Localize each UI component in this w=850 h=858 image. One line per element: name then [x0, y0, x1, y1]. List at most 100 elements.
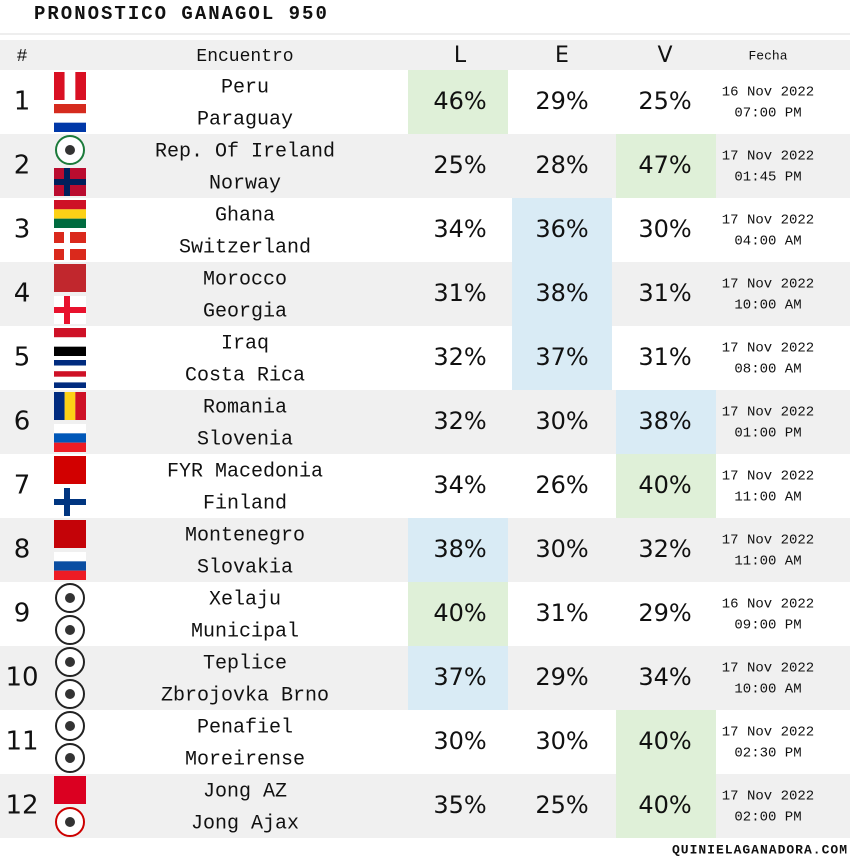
team-badge-center — [65, 625, 75, 635]
column-header: L — [454, 43, 467, 68]
row-number: 9 — [14, 599, 31, 629]
row-number: 5 — [14, 343, 31, 373]
probability: 46% — [433, 87, 486, 115]
team-badge-center — [65, 721, 75, 731]
flag-stripe — [54, 113, 86, 123]
match-date: 16 Nov 2022 — [722, 597, 814, 613]
probability: 37% — [535, 343, 588, 371]
probability: 34% — [433, 215, 486, 243]
probability: 40% — [638, 727, 691, 755]
probability: 38% — [638, 407, 691, 435]
row-bg — [0, 262, 850, 326]
away-team: Finland — [203, 492, 287, 515]
flag-stripe — [54, 552, 86, 562]
flag-stripe — [54, 200, 86, 210]
match-date: 17 Nov 2022 — [722, 277, 814, 293]
match-time: 10:00 AM — [734, 298, 801, 314]
probability: 37% — [433, 663, 486, 691]
match-date: 17 Nov 2022 — [722, 213, 814, 229]
probability: 38% — [535, 279, 588, 307]
highlight-cell — [616, 390, 716, 454]
match-date: 16 Nov 2022 — [722, 85, 814, 101]
probability: 30% — [535, 407, 588, 435]
flag-cross — [64, 296, 70, 324]
footer-bg — [636, 842, 850, 858]
probability: 35% — [433, 791, 486, 819]
probability: 38% — [433, 535, 486, 563]
flag-stripe — [64, 392, 76, 420]
highlight-cell — [616, 454, 716, 518]
match-date: 17 Nov 2022 — [722, 405, 814, 421]
home-team: Jong AZ — [203, 780, 287, 803]
match-time: 09:00 PM — [734, 618, 801, 634]
row-bg — [0, 774, 850, 838]
match-date: 17 Nov 2022 — [722, 533, 814, 549]
probability: 31% — [638, 343, 691, 371]
flag-stripe — [54, 264, 86, 292]
column-header: Fecha — [748, 48, 787, 63]
probability: 32% — [433, 407, 486, 435]
away-team: Jong Ajax — [191, 812, 299, 835]
match-time: 10:00 AM — [734, 682, 801, 698]
team-badge-center — [65, 145, 75, 155]
team-badge-center — [65, 753, 75, 763]
flag-cross — [64, 168, 70, 196]
probability: 29% — [535, 663, 588, 691]
team-badge-center — [65, 593, 75, 603]
probability: 40% — [638, 791, 691, 819]
column-header: # — [17, 47, 28, 67]
home-team: Teplice — [203, 652, 287, 675]
probability: 29% — [638, 599, 691, 627]
flag-stripe — [54, 570, 86, 580]
row-number: 3 — [14, 215, 31, 245]
flag-stripe — [54, 561, 86, 571]
flag-stripe — [54, 122, 86, 132]
highlight-cell — [616, 710, 716, 774]
home-team: FYR Macedonia — [167, 460, 323, 483]
probability: 32% — [433, 343, 486, 371]
flag-stripe — [54, 328, 86, 338]
probability: 26% — [535, 471, 588, 499]
highlight-cell — [408, 70, 508, 134]
probability: 30% — [535, 535, 588, 563]
flag-stripe — [54, 376, 86, 383]
flag-stripe — [54, 456, 86, 484]
probability: 47% — [638, 151, 691, 179]
highlight-cell — [512, 262, 612, 326]
highlight-cell — [512, 198, 612, 262]
highlight-cell — [512, 326, 612, 390]
match-time: 11:00 AM — [734, 490, 801, 506]
probability: 31% — [638, 279, 691, 307]
flag-stripe — [54, 346, 86, 356]
highlight-cell — [616, 774, 716, 838]
probability: 28% — [535, 151, 588, 179]
flag-stripe — [54, 360, 86, 366]
home-team: Penafiel — [197, 716, 293, 739]
probability: 40% — [638, 471, 691, 499]
match-time: 07:00 PM — [734, 106, 801, 122]
probability: 25% — [433, 151, 486, 179]
row-number: 12 — [5, 791, 38, 821]
away-team: Slovakia — [197, 556, 293, 579]
team-badge-center — [65, 657, 75, 667]
match-time: 11:00 AM — [734, 554, 801, 570]
probability: 40% — [433, 599, 486, 627]
home-team: Romania — [203, 396, 287, 419]
match-time: 01:00 PM — [734, 426, 801, 442]
away-team: Moreirense — [185, 748, 305, 771]
column-header: E — [555, 43, 569, 68]
row-number: 8 — [14, 535, 31, 565]
match-date: 17 Nov 2022 — [722, 661, 814, 677]
match-time: 02:00 PM — [734, 810, 801, 826]
row-bg — [0, 710, 850, 774]
row-number: 10 — [5, 663, 38, 693]
row-bg — [0, 454, 850, 518]
row-number: 1 — [14, 87, 31, 117]
probability: 31% — [433, 279, 486, 307]
column-header: Encuentro — [196, 47, 293, 67]
match-date: 17 Nov 2022 — [722, 789, 814, 805]
flag-cross — [64, 488, 70, 516]
match-date: 17 Nov 2022 — [722, 149, 814, 165]
flag-stripe — [54, 371, 86, 377]
